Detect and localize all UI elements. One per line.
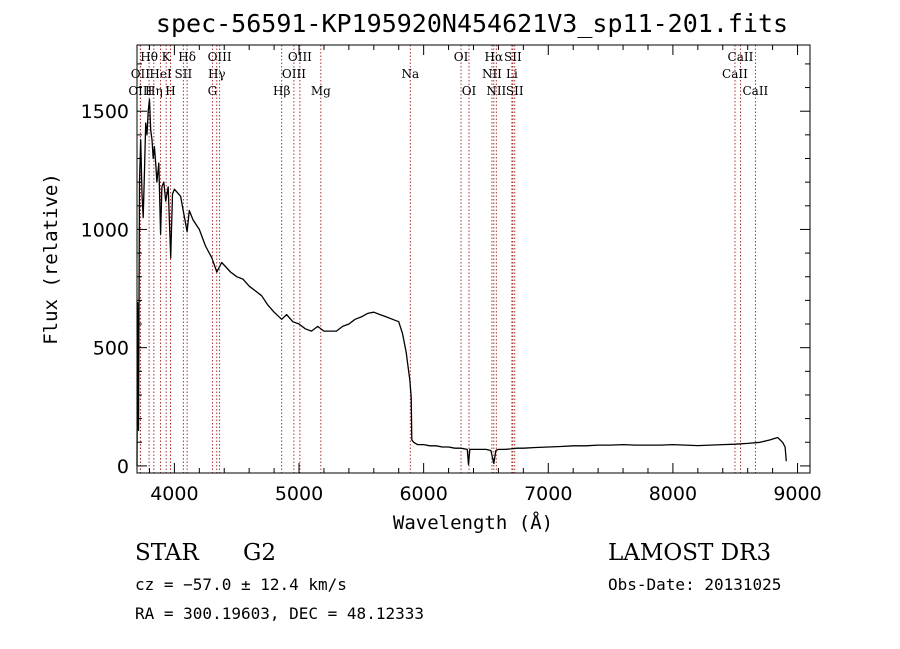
plot-frame [136, 44, 811, 474]
object-subclass: G2 [243, 540, 276, 566]
spectral-line-label: Hη [145, 84, 163, 98]
spectral-line-label: OIII [128, 84, 152, 98]
y-tick-label: 1000 [81, 219, 129, 241]
spectral-line-label: OII [131, 67, 151, 81]
chart-title: spec-56591-KP195920N454621V3_sp11-201.fi… [156, 9, 788, 38]
x-tick-label: 8000 [649, 483, 697, 505]
spectral-line-label: Hβ [273, 84, 290, 98]
y-axis-label: Flux (relative) [40, 173, 62, 345]
spectral-line-label: Mg [311, 84, 331, 98]
spectrum-series-line [136, 98, 787, 466]
x-tick-label: 7000 [524, 483, 572, 505]
ra-dec-coordinates: RA = 300.19603, DEC = 48.12333 [135, 604, 424, 623]
redshift-cz: cz = −57.0 ± 12.4 km/s [135, 575, 347, 594]
x-axis-label: Wavelength (Å) [393, 511, 553, 534]
y-tick-label: 1500 [81, 101, 129, 123]
spectral-line-label: OI [454, 50, 469, 64]
spectral-line-label: OI [462, 84, 477, 98]
spectral-line-label: OIII [282, 67, 306, 81]
observation-date: Obs-Date: 20131025 [608, 575, 781, 594]
x-tick-label: 9000 [773, 483, 821, 505]
object-class: STAR [135, 540, 199, 566]
survey-release: LAMOST DR3 [608, 540, 771, 566]
x-tick-label: 5000 [275, 483, 323, 505]
spectral-line-label: OIII [288, 50, 312, 64]
spectral-line-label: CaII [728, 50, 754, 64]
spectral-line-label: SII [506, 84, 524, 98]
y-tick-label: 500 [93, 338, 129, 360]
y-axis-ticks: 0 500 1000 1500 [81, 63, 810, 478]
spectral-line-label: CaII [742, 84, 768, 98]
spectral-line-label: CaII [722, 67, 748, 81]
x-tick-label: 6000 [399, 483, 447, 505]
spectral-line-label: Li [506, 67, 518, 81]
spectral-line-label: Na [401, 67, 419, 81]
x-tick-label: 4000 [150, 483, 198, 505]
spectral-line-label: Hδ [178, 50, 196, 64]
spectral-line-label: G [208, 84, 218, 98]
spectral-line-label: SII [504, 50, 522, 64]
spectral-line-label: OIII [208, 50, 232, 64]
spectral-line-label: NII [482, 67, 502, 81]
spectral-line-label: HeI [149, 67, 172, 81]
spectral-line-label: K [162, 50, 172, 64]
y-tick-label: 0 [117, 456, 129, 478]
spectral-line-label: NII [486, 84, 506, 98]
spectral-line-label: SII [175, 67, 193, 81]
spectral-line-label: H [165, 84, 175, 98]
spectral-line-markers [139, 45, 756, 473]
spectral-line-label: Hθ [140, 50, 158, 64]
spectral-line-label: Hα [485, 50, 504, 64]
spectral-line-label: Hγ [208, 67, 226, 81]
x-axis-ticks: 4000 5000 6000 7000 8000 9000 [148, 45, 822, 505]
